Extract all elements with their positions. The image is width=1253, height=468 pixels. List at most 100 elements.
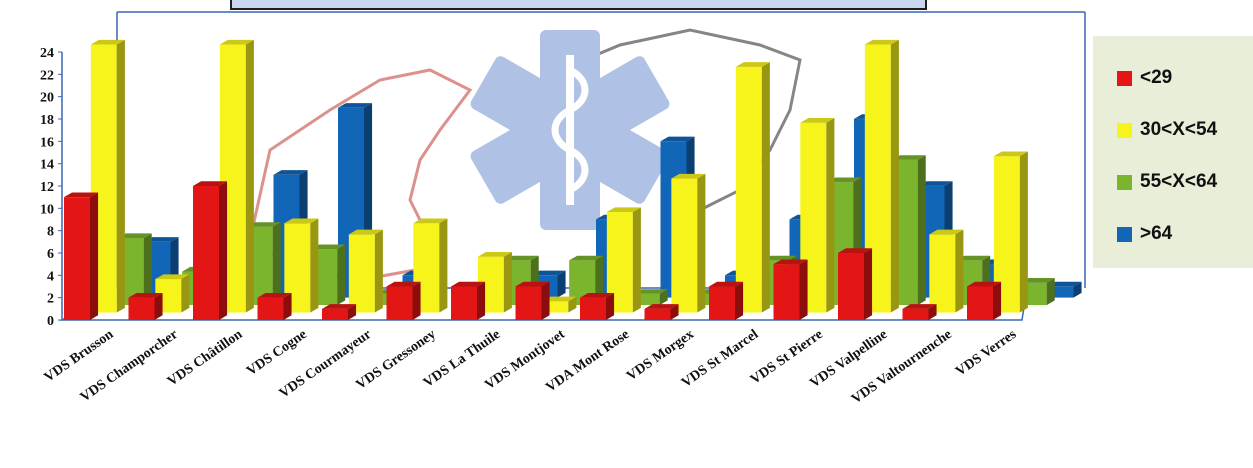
bar-top: [773, 259, 808, 265]
bar-side: [219, 181, 228, 320]
bar-front: [322, 308, 348, 320]
bar-top: [219, 39, 254, 45]
bar-top: [128, 292, 163, 298]
legend-swatch: [1117, 226, 1132, 242]
bar-top: [891, 155, 926, 160]
bar-top: [531, 270, 566, 276]
bar-top: [1020, 278, 1055, 283]
bar-top: [993, 151, 1028, 157]
bar-side: [374, 229, 383, 313]
bar: [542, 296, 577, 313]
y-tick-label: 0: [47, 314, 54, 329]
bar: [735, 62, 770, 313]
bar-top: [257, 292, 292, 298]
bar-side: [310, 218, 319, 313]
bar-side: [412, 281, 421, 320]
bar: [773, 259, 808, 320]
bar-top: [660, 136, 695, 142]
bar-side: [541, 281, 550, 320]
bar-top: [864, 39, 899, 45]
bar-front: [451, 286, 477, 320]
bar: [929, 229, 964, 313]
chart-title-box: [230, 0, 927, 10]
bar-top: [348, 229, 383, 235]
legend-item: <29: [1117, 52, 1253, 104]
x-tick-label: VDS Verres: [953, 327, 1020, 380]
star-of-life-watermark: [248, 28, 802, 282]
legend-swatch: [1117, 70, 1132, 86]
legend-label: <29: [1140, 67, 1173, 88]
legend-swatch: [1117, 122, 1132, 138]
bar: [128, 292, 163, 320]
bar-top: [967, 281, 1002, 287]
legend-label: >64: [1140, 223, 1173, 244]
bar-top: [477, 252, 512, 257]
bar-front: [735, 66, 762, 313]
bar: [1047, 281, 1082, 298]
bar-front: [929, 234, 956, 313]
bar-side: [348, 304, 357, 320]
y-tick-label: 18: [40, 113, 54, 128]
bar-front: [709, 286, 735, 320]
bar-top: [633, 289, 668, 294]
bar-side: [337, 244, 346, 306]
legend: <29 30<X<54 55<X<64 >64: [1093, 36, 1253, 268]
bar: [64, 192, 99, 320]
bar-side: [670, 304, 679, 320]
bar-front: [633, 293, 660, 306]
bar-side: [826, 118, 835, 313]
bar: [709, 281, 744, 320]
bar: [515, 281, 550, 320]
y-tick-label: 4: [47, 269, 54, 284]
bar-side: [1073, 281, 1082, 298]
legend-swatch: [1117, 174, 1132, 190]
bar-top: [117, 233, 152, 239]
bar: [967, 281, 1002, 320]
bar-side: [659, 289, 668, 306]
bar-front: [773, 264, 800, 320]
bar-front: [1047, 286, 1074, 298]
bar: [451, 281, 486, 320]
bar-top: [64, 192, 99, 198]
bar: [800, 118, 835, 313]
bar-top: [827, 177, 862, 183]
bar-side: [245, 39, 254, 313]
bar-side: [890, 39, 899, 313]
bar-front: [902, 308, 929, 320]
bar-side: [606, 292, 615, 320]
bar-top: [735, 62, 770, 67]
bar-top: [504, 255, 539, 261]
bar-side: [283, 292, 292, 320]
bar-top: [709, 281, 744, 287]
bar-front: [580, 297, 606, 320]
bar-side: [955, 229, 964, 313]
bar-top: [569, 255, 604, 261]
bar-top: [273, 170, 308, 175]
bar-top: [386, 281, 421, 287]
bar-top: [155, 274, 190, 280]
y-tick-label: 10: [40, 202, 54, 217]
bar-top: [671, 173, 706, 179]
y-tick-label: 12: [40, 180, 54, 195]
bar-side: [993, 281, 1002, 320]
bar-side: [181, 274, 190, 313]
bar-front: [967, 286, 993, 320]
bar-side: [557, 270, 566, 298]
bar-front: [386, 286, 413, 320]
y-tick-label: 2: [47, 292, 54, 307]
bar-top: [246, 222, 281, 227]
bar-side: [116, 39, 125, 313]
bar-top: [902, 304, 937, 309]
bar-top: [413, 218, 448, 224]
bar-front: [64, 197, 90, 320]
legend-label: 55<X<64: [1140, 171, 1218, 192]
bar-top: [606, 207, 641, 213]
bar-side: [477, 281, 486, 320]
bar: [386, 281, 421, 320]
bar-side: [864, 248, 873, 320]
bar: [193, 181, 228, 320]
bar-side: [439, 218, 448, 313]
